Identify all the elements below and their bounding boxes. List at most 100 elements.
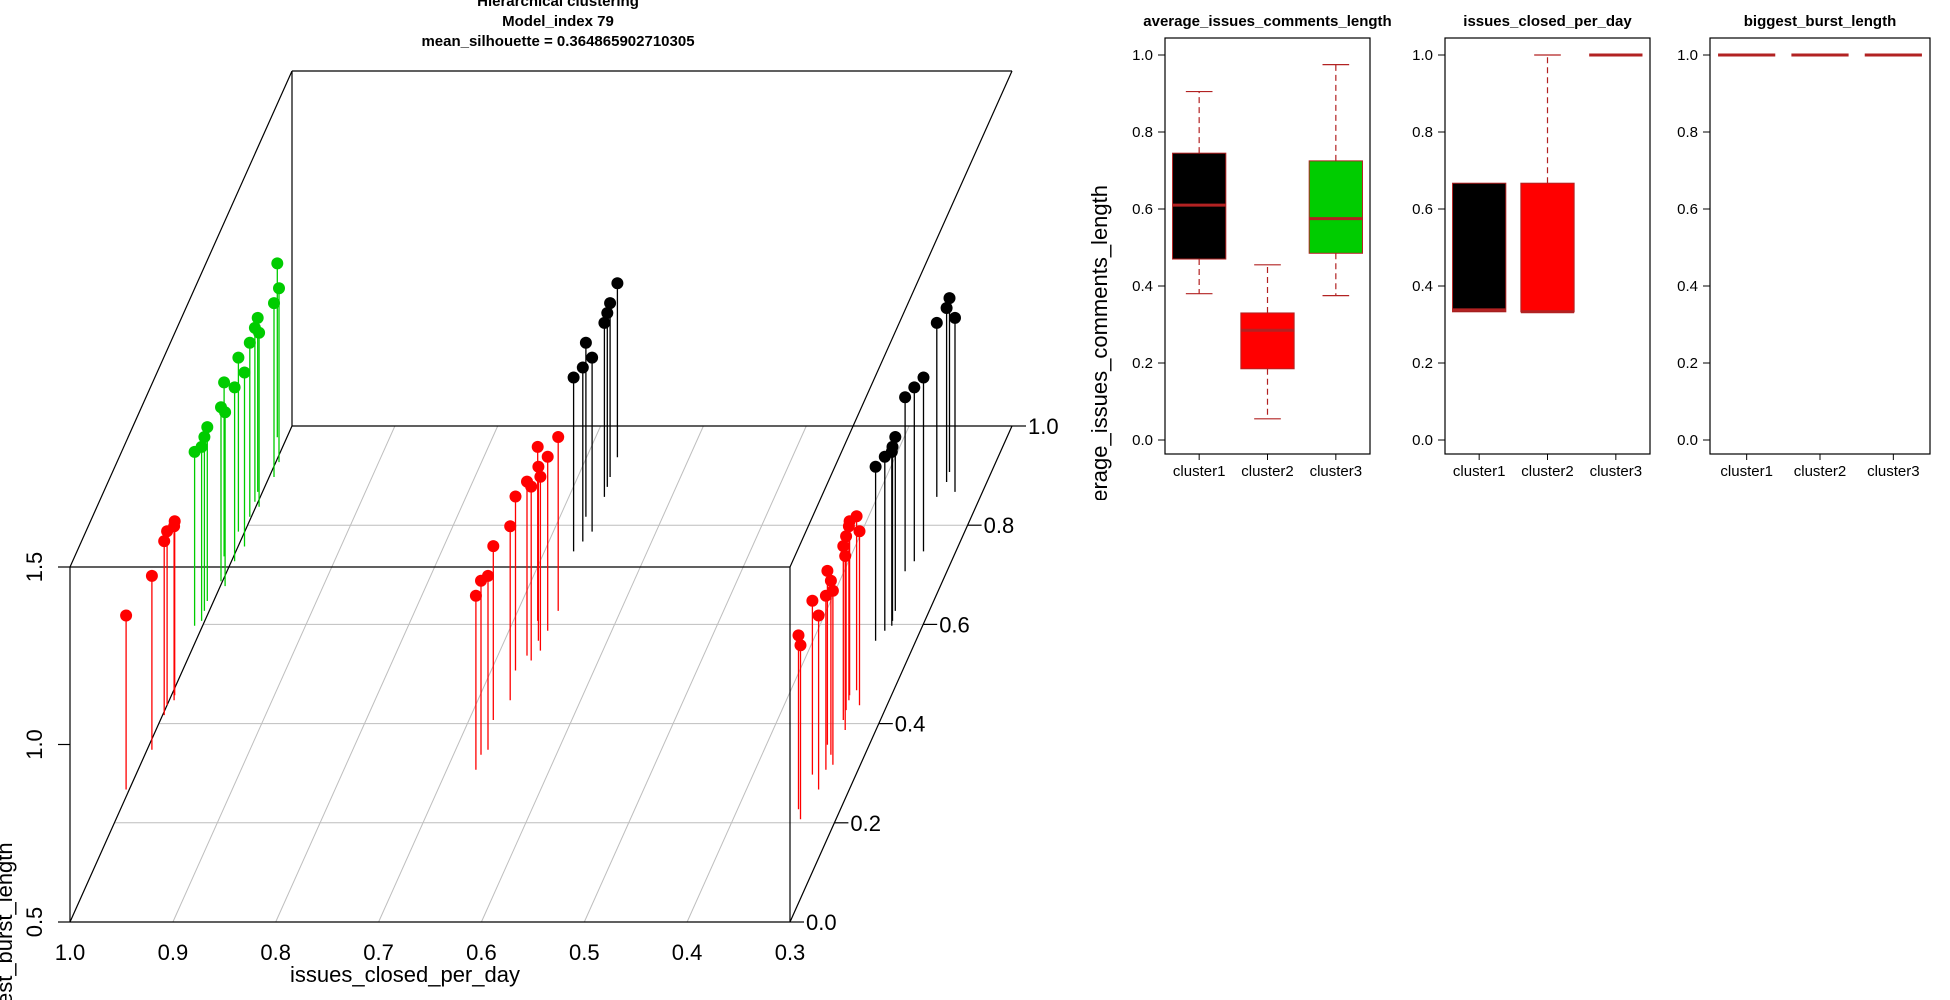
x-tick-label: 0.5 xyxy=(569,940,600,965)
cluster3-point xyxy=(243,336,256,349)
x-tick-label: 1.0 xyxy=(55,940,86,965)
cluster2-point xyxy=(475,574,487,587)
x-axis-label: issues_closed_per_day xyxy=(290,962,520,987)
cluster3-point xyxy=(198,431,211,443)
cluster1-point xyxy=(878,450,891,463)
cluster3-point xyxy=(268,297,280,310)
z-tick-label: 0.0 xyxy=(806,910,837,935)
cluster1-point xyxy=(604,297,617,310)
cluster1-point xyxy=(917,371,930,384)
cluster2-point xyxy=(534,470,547,483)
cluster3-point xyxy=(228,381,241,394)
cluster2-point xyxy=(824,574,837,587)
y-tick-label: 1.5 xyxy=(22,552,47,583)
cluster2-point xyxy=(487,540,500,553)
cluster2-point xyxy=(504,520,517,533)
plot-frame xyxy=(1709,37,1931,455)
cluster3-box xyxy=(1308,160,1363,254)
cluster1-point xyxy=(899,391,912,404)
box-frame-edge xyxy=(69,425,293,923)
cluster2-point xyxy=(552,431,565,443)
floor-grid-line xyxy=(583,425,807,923)
x-tick-label: 0.7 xyxy=(363,940,394,965)
y-tick-label: 1.0 xyxy=(1132,47,1153,64)
cluster2-point xyxy=(819,589,832,602)
cluster1-point xyxy=(579,336,592,349)
cluster1-point xyxy=(908,381,921,394)
cluster1-point xyxy=(889,431,902,443)
cluster1-point xyxy=(598,316,611,329)
chart-title-line: mean_silhouette = 0.364865902710305 xyxy=(421,33,694,50)
x-tick-label: 0.3 xyxy=(775,940,806,965)
cluster3-point xyxy=(201,421,214,434)
floor-grid-line xyxy=(275,425,499,923)
floor-grid-line xyxy=(378,425,602,923)
category-label: cluster3 xyxy=(1590,463,1643,480)
x-tick-label: 0.6 xyxy=(466,940,497,965)
y-axis-label: biggest_burst_length xyxy=(0,842,17,1000)
cluster2-point xyxy=(469,589,482,602)
y-tick-label: 0.8 xyxy=(1412,124,1433,141)
scatter3d-chart: 1.0 0.9 0.8 0.7 0.6 0.5 0.4 0.3 issues_closed_pe… xyxy=(0,0,1059,1000)
cluster2-point xyxy=(821,564,834,577)
cluster3-point xyxy=(218,376,231,389)
y-tick-label: 0.0 xyxy=(1412,432,1433,449)
y-tick-label: 1.0 xyxy=(22,729,47,760)
category-label: cluster3 xyxy=(1310,463,1363,480)
cluster2-point xyxy=(120,609,133,622)
cluster2-point xyxy=(145,569,158,582)
cluster2-point xyxy=(853,525,866,538)
cluster2-box xyxy=(1240,312,1295,370)
y-axis-label: average_issues_comments_length xyxy=(1087,185,1112,500)
y-tick-label: 0.5 xyxy=(22,907,47,938)
cluster2-point xyxy=(842,520,855,533)
cluster3-point xyxy=(271,257,284,270)
category-label: cluster1 xyxy=(1453,463,1506,480)
x-tick-label: 0.9 xyxy=(158,940,189,965)
cluster2-point xyxy=(812,609,825,622)
cluster2-point xyxy=(531,440,544,453)
cluster1-point xyxy=(930,316,943,329)
chart-title-line: Hierarchical clustering xyxy=(477,0,639,10)
x-tick-label: 0.8 xyxy=(260,940,291,965)
cluster1-point xyxy=(567,371,580,384)
y-tick-label: 0.6 xyxy=(1412,201,1433,218)
y-tick-label: 1.0 xyxy=(1412,47,1433,64)
z-tick-label: 0.2 xyxy=(850,811,881,836)
z-tick-label: 0.4 xyxy=(895,712,926,737)
y-tick-label: 0.6 xyxy=(1677,201,1698,218)
y-tick-label: 0.4 xyxy=(1412,278,1433,295)
cluster3-point xyxy=(238,366,251,379)
y-tick-label: 0.2 xyxy=(1412,355,1433,372)
cluster2-point xyxy=(840,530,853,543)
cluster2-point xyxy=(509,490,522,503)
cluster1-point xyxy=(611,277,624,290)
cluster2-point xyxy=(541,450,554,463)
cluster1-point xyxy=(601,307,614,319)
y-tick-label: 0.0 xyxy=(1132,432,1153,449)
cluster3-point xyxy=(251,311,264,324)
floor-grid-line xyxy=(172,425,396,923)
cluster1-point xyxy=(940,302,953,314)
boxplot-title: issues_closed_per_day xyxy=(1463,13,1632,30)
category-label: cluster1 xyxy=(1173,463,1226,480)
cluster3-point xyxy=(253,326,266,339)
y-tick-label: 0.2 xyxy=(1132,355,1153,372)
y-tick-label: 0.8 xyxy=(1132,124,1153,141)
cluster2-point xyxy=(794,639,807,652)
chart-title-line: Model_index 79 xyxy=(502,13,614,30)
box-frame-edge xyxy=(789,70,1013,568)
box-frame-edge xyxy=(69,70,293,568)
category-label: cluster1 xyxy=(1720,463,1773,480)
y-tick-label: 0.0 xyxy=(1677,432,1698,449)
cluster1-point xyxy=(576,361,589,374)
category-label: cluster2 xyxy=(1241,463,1294,480)
boxplot-title: average_issues_comments_length xyxy=(1143,13,1391,30)
cluster2-point xyxy=(839,550,852,562)
cluster2-point xyxy=(161,525,174,538)
cluster2-point xyxy=(837,540,850,553)
boxplot-issues-closed-per-day: issues_closed_per_day 0.0 0.2 0.4 0.6 0.8 1.0 c… xyxy=(1412,13,1651,480)
y-tick-label: 1.0 xyxy=(1677,47,1698,64)
boxplot-biggest-burst-length: biggest_burst_length 0.0 0.2 0.4 0.6 0.8 1.0 cl… xyxy=(1677,13,1931,480)
cluster2-point xyxy=(806,594,819,607)
